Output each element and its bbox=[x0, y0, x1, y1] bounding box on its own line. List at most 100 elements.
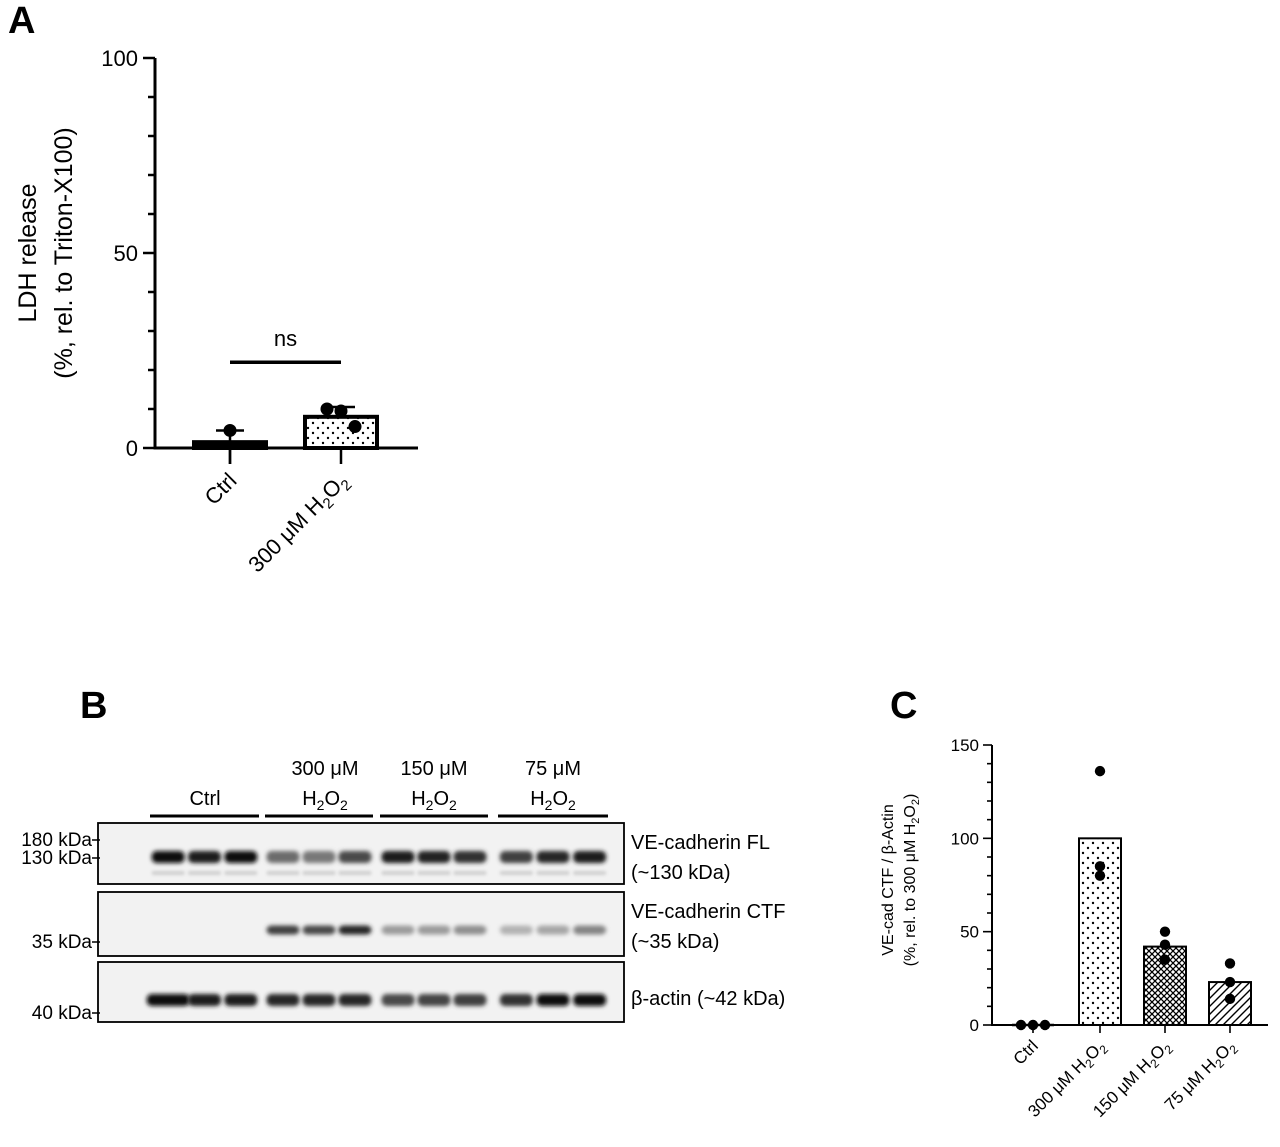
blot-band bbox=[536, 925, 570, 935]
x-tick-label-base: 150 μM H bbox=[1089, 1055, 1155, 1121]
data-point bbox=[348, 420, 362, 434]
panel-c-ylabel-line2-sub: 2 bbox=[910, 818, 922, 824]
blot-band bbox=[381, 851, 415, 863]
blot-band bbox=[302, 994, 336, 1006]
x-tick-label-base: Ctrl bbox=[1010, 1036, 1042, 1068]
lane-group-label-line1: 75 μM bbox=[525, 758, 581, 780]
lane-group-label-base: H bbox=[530, 788, 544, 810]
data-point bbox=[1039, 1019, 1051, 1031]
blot-strip-label: β-actin (~42 kDa) bbox=[631, 988, 785, 1010]
data-point bbox=[1027, 1019, 1039, 1031]
blot-band bbox=[573, 851, 607, 863]
blot-band bbox=[302, 851, 336, 863]
panel-c-ylabel-line2-end: ) bbox=[902, 794, 919, 799]
lane-group-label-line1: 150 μM bbox=[400, 758, 467, 780]
y-tick-label: 0 bbox=[970, 1016, 979, 1035]
blot-faint-band bbox=[417, 871, 451, 875]
x-tick-label: Ctrl bbox=[200, 468, 242, 510]
blot-faint-band bbox=[536, 871, 570, 875]
data-point bbox=[1224, 976, 1236, 988]
blot-band bbox=[146, 994, 190, 1006]
blot-faint-band bbox=[302, 871, 336, 875]
blot-band bbox=[499, 851, 533, 863]
y-tick-label: 150 bbox=[951, 736, 979, 755]
x-tick-label-base: 75 μM H bbox=[1161, 1055, 1220, 1114]
blot-band bbox=[417, 851, 451, 863]
lane-group-label-line2: H2O2 bbox=[411, 788, 457, 813]
blot-strip-sublabel: (~35 kDa) bbox=[631, 931, 719, 953]
x-tick-label-base: 300 μM H bbox=[243, 492, 328, 577]
x-tick-label: 300 μM H2O2 bbox=[243, 468, 355, 580]
data-point bbox=[1159, 954, 1171, 965]
lane-group-label-line2: H2O2 bbox=[302, 788, 348, 813]
x-tick-label: Ctrl bbox=[1010, 1036, 1042, 1068]
blot-band bbox=[573, 925, 607, 935]
lane-group-label-sub2: 2 bbox=[449, 797, 457, 813]
lane-group-label-base: Ctrl bbox=[189, 788, 220, 810]
y-tick-label: 100 bbox=[951, 829, 979, 848]
blot-band bbox=[266, 851, 300, 863]
lane-group-label-base: H bbox=[411, 788, 425, 810]
panel-b-letter: B bbox=[80, 685, 107, 727]
blot-band bbox=[338, 925, 372, 935]
blot-faint-band bbox=[573, 871, 607, 875]
panel-c-ylabel-line1: VE-cad CTF / β-Actin bbox=[880, 804, 897, 955]
panel-c-letter: C bbox=[890, 685, 917, 727]
lane-group-label-sub: 2 bbox=[317, 797, 325, 813]
lane-group-label-tail: O bbox=[433, 788, 449, 810]
blot-band bbox=[417, 994, 451, 1006]
panel-c-ylabel-line2-main: (%, rel. to 300 μM H bbox=[902, 824, 919, 967]
lane-group-label-sub2: 2 bbox=[568, 797, 576, 813]
data-point bbox=[1224, 993, 1236, 1005]
blot-strip-label: VE-cadherin CTF bbox=[631, 901, 786, 923]
significance-label: ns bbox=[274, 326, 297, 351]
lane-group-label-sub2: 2 bbox=[340, 797, 348, 813]
panel-a-ylabel-line2: (%, rel. to Triton-X100) bbox=[50, 127, 78, 378]
blot-band bbox=[417, 925, 451, 935]
blot-faint-band bbox=[499, 871, 533, 875]
blot-faint-band bbox=[224, 871, 258, 875]
blot-band bbox=[453, 925, 487, 935]
blot-band bbox=[224, 851, 258, 863]
lane-group-label-base: H bbox=[302, 788, 316, 810]
data-point bbox=[223, 423, 237, 437]
data-point bbox=[1159, 926, 1171, 937]
blot-strip bbox=[97, 961, 625, 1023]
blot-band bbox=[266, 994, 300, 1006]
data-point bbox=[1094, 861, 1106, 872]
mw-marker-label: 180 kDa bbox=[21, 830, 92, 851]
lane-group-label-sub: 2 bbox=[426, 797, 434, 813]
data-point bbox=[334, 404, 348, 418]
data-point bbox=[320, 402, 334, 416]
mw-marker-label: 130 kDa bbox=[21, 848, 92, 869]
bar bbox=[303, 414, 379, 450]
panel-c-ylabel-line2-tail: O bbox=[902, 805, 919, 817]
lane-group-label-tail: O bbox=[324, 788, 340, 810]
blot-band bbox=[499, 994, 533, 1006]
panel-c-marks bbox=[1012, 765, 1252, 1031]
y-tick-label: 0 bbox=[126, 436, 138, 461]
mw-marker-label: 40 kDa bbox=[32, 1003, 93, 1024]
x-tick-label-base: 300 μM H bbox=[1024, 1055, 1090, 1121]
blot-band bbox=[573, 994, 607, 1006]
blot-band bbox=[266, 925, 300, 935]
y-tick-label: 50 bbox=[960, 923, 979, 942]
lane-group-label-sub: 2 bbox=[545, 797, 553, 813]
blot-band bbox=[536, 994, 570, 1006]
blot-strip-label: VE-cadherin FL bbox=[631, 832, 770, 854]
blot-faint-band bbox=[453, 871, 487, 875]
data-point bbox=[1094, 870, 1106, 881]
blot-band bbox=[453, 851, 487, 863]
blot-band bbox=[453, 994, 487, 1006]
blot-faint-band bbox=[266, 871, 300, 875]
blot-band bbox=[151, 851, 185, 863]
blot-band bbox=[188, 994, 221, 1006]
blot-band bbox=[188, 851, 221, 863]
x-tick-label: 75 μM H2O2 bbox=[1161, 1036, 1241, 1116]
lane-group-label-line2: Ctrl bbox=[189, 788, 220, 810]
